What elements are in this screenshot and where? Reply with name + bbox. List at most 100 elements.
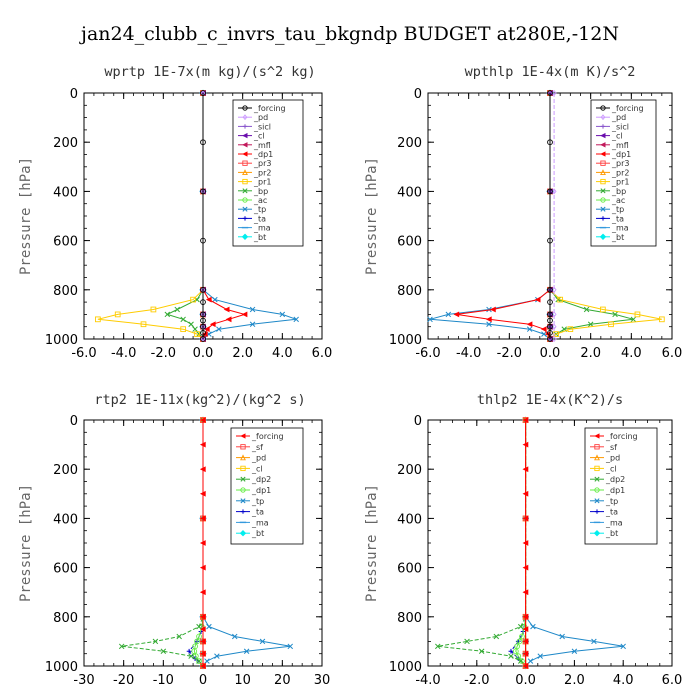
data-point-forcing <box>199 441 206 448</box>
legend-label-ta: _ta <box>611 214 624 223</box>
y-axis-label: Pressure [hPa] <box>18 484 34 602</box>
data-point-tp <box>279 311 286 318</box>
legend-marker-tp <box>240 498 246 504</box>
data-point-tp <box>571 648 578 654</box>
data-point-dp2 <box>435 643 441 650</box>
legend-label-sicl: _sicl <box>253 122 271 131</box>
legend-marker-sicl <box>600 124 606 129</box>
data-point-forcing <box>547 336 553 342</box>
y-tick-label: 600 <box>53 235 78 250</box>
legend-marker-forcing <box>594 433 600 439</box>
series-line-pr1 <box>549 93 662 340</box>
y-tick-label: 600 <box>53 562 78 577</box>
legend-marker-bp <box>600 188 606 194</box>
legend-label-pd: _pd <box>251 454 266 463</box>
series-line-tp <box>525 420 624 667</box>
series-line-bp <box>165 93 204 340</box>
legend-label-tp: _tp <box>251 497 264 506</box>
data-point-tp <box>249 321 256 327</box>
data-point-forcing <box>200 317 206 324</box>
data-point-pr1 <box>634 311 641 318</box>
x-tick-label: 2.0 <box>564 673 585 688</box>
legend-marker-pr1 <box>242 178 248 185</box>
x-tick-label: 4.0 <box>621 346 642 361</box>
data-point-bp <box>587 321 594 327</box>
data-point-forcing <box>522 650 529 657</box>
data-point-forcing <box>200 330 206 336</box>
data-point-dp2 <box>493 633 500 640</box>
data-point-forcing <box>522 417 529 423</box>
data-point-bp <box>180 316 186 323</box>
data-point-dp2 <box>118 643 125 650</box>
legend-marker-bt <box>239 529 247 537</box>
x-tick-label: -20 <box>113 673 134 688</box>
data-point-dp1 <box>205 296 212 303</box>
data-point-dp1 <box>223 306 230 313</box>
legend-label-tp: _tp <box>253 205 266 214</box>
data-point-tp <box>214 653 220 659</box>
x-tick-label: -4.0 <box>111 346 136 361</box>
x-tick-label: 0 <box>199 673 207 688</box>
x-tick-label: -4.0 <box>456 346 481 361</box>
y-tick-label: 1000 <box>45 660 78 675</box>
legend-marker-bt <box>241 233 249 241</box>
data-point-ta <box>508 648 514 654</box>
data-point-forcing <box>547 286 553 293</box>
data-point-dp1 <box>515 653 522 660</box>
data-point-dp1 <box>526 321 533 328</box>
legend-label-forcing: _forcing <box>605 432 638 441</box>
data-point-bp <box>164 311 171 318</box>
legend-marker-cl <box>240 465 246 472</box>
legend-marker-pd <box>240 454 246 461</box>
legend-label-bp: _bp <box>611 187 626 196</box>
y-tick-label: 1000 <box>389 660 422 675</box>
data-point-forcing <box>522 540 529 546</box>
legend-label-cl: _cl <box>251 464 263 473</box>
x-tick-label: 20 <box>274 673 291 688</box>
legend-marker-dp1 <box>240 487 246 493</box>
legend-label-dp2: _dp2 <box>605 475 625 484</box>
y-tick-label: 0 <box>70 87 78 102</box>
legend-label-mfl: _mfl <box>611 141 629 150</box>
legend-label-pr3: _pr3 <box>611 159 629 168</box>
data-point-dp1 <box>512 648 519 655</box>
data-point-dp2 <box>508 653 514 659</box>
y-axis-label: Pressure [hPa] <box>364 157 380 275</box>
data-point-forcing <box>547 188 553 195</box>
data-point-dp1 <box>519 633 525 640</box>
legend-marker-pr2 <box>242 169 248 176</box>
data-point-dp1 <box>196 633 202 640</box>
data-point-dp1 <box>485 316 492 323</box>
legend-label-bt: _bt <box>253 233 266 242</box>
legend-marker-tp <box>242 206 248 212</box>
y-tick-label: 0 <box>70 414 78 429</box>
data-point-forcing <box>547 139 553 146</box>
data-point-forcing <box>200 286 206 293</box>
data-point-tp <box>287 643 294 650</box>
legend-label-cl: _cl <box>605 464 617 473</box>
data-point-pr1 <box>190 296 196 303</box>
legend-marker-cl <box>600 132 606 139</box>
x-tick-label: 6.0 <box>312 346 333 361</box>
data-point-forcing <box>199 663 206 669</box>
y-tick-label: 400 <box>397 512 422 527</box>
data-point-pd <box>551 89 557 97</box>
data-point-dp2 <box>196 658 202 664</box>
series-line-tp <box>202 93 297 340</box>
data-point-tp <box>259 638 266 645</box>
legend-marker-sf <box>594 444 600 450</box>
data-point-dp1 <box>516 638 523 645</box>
legend-marker-ta <box>600 216 606 221</box>
data-point-forcing <box>522 441 529 448</box>
x-tick-label: 4.0 <box>613 673 634 688</box>
legend-label-dp2: _dp2 <box>251 475 271 484</box>
series-forcing <box>199 417 206 669</box>
data-point-dp1 <box>519 658 525 664</box>
y-tick-label: 600 <box>397 235 422 250</box>
data-point-forcing <box>522 626 529 632</box>
data-point-pd <box>551 188 557 195</box>
data-point-dp2 <box>188 653 194 659</box>
legend-label-pr1: _pr1 <box>611 178 629 187</box>
data-point-forcing <box>200 188 206 195</box>
legend-marker-pd <box>600 114 606 121</box>
